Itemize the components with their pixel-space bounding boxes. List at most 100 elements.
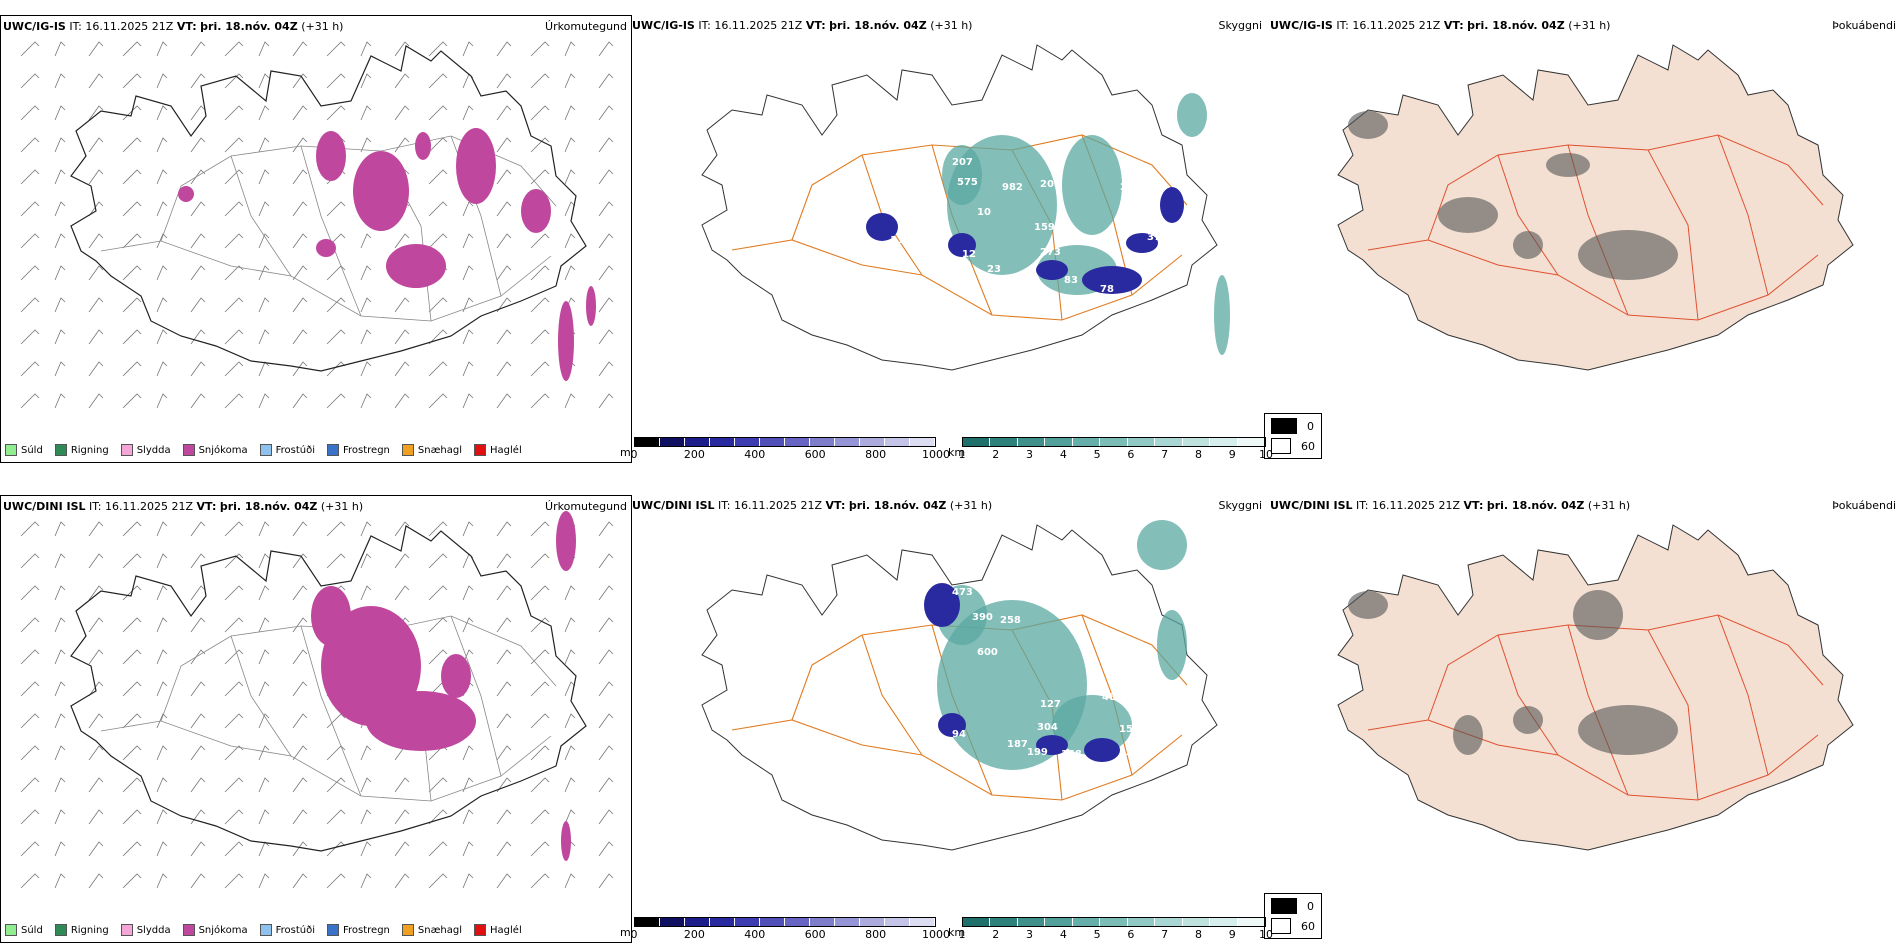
wind-barb	[326, 873, 346, 889]
wind-barb	[360, 745, 372, 761]
iceland-coastline	[701, 44, 1218, 371]
wind-barb	[428, 873, 448, 889]
wind-barb	[156, 297, 168, 313]
wind-barb	[88, 169, 104, 185]
road-line	[1647, 629, 1699, 801]
colorbar-tick: 1000	[922, 448, 950, 461]
wind-barb	[292, 329, 308, 345]
colorbar-step	[1100, 918, 1128, 926]
colorbar-step	[835, 918, 860, 926]
colorbar-step	[1072, 918, 1101, 926]
wind-barb	[20, 873, 40, 889]
road-line	[861, 154, 923, 276]
colorbar-step	[760, 918, 785, 926]
fog-map-bottom	[1337, 524, 1854, 851]
wind-barb	[156, 265, 168, 281]
colorbar-step	[785, 918, 810, 926]
wind-barb	[462, 265, 474, 281]
wind-barb	[428, 585, 448, 601]
wind-barb	[258, 553, 270, 569]
panel-header: UWC/IG-IS IT: 16.11.2025 21Z VT: þri. 18…	[1270, 19, 1610, 32]
wind-barb	[394, 777, 410, 793]
colorbar-tick: 800	[865, 448, 887, 461]
legend-label: Rigning	[70, 924, 109, 936]
wind-barb	[428, 553, 448, 569]
wind-barb	[156, 361, 168, 377]
colorbar-step	[1100, 438, 1128, 446]
wind-barb	[292, 713, 308, 729]
legend-swatch	[182, 924, 195, 936]
wind-barb	[122, 41, 142, 57]
wind-barb	[88, 809, 104, 825]
wind-barb	[598, 713, 614, 729]
wind-barb	[20, 393, 40, 409]
colorbar-tick: 6	[1127, 448, 1135, 461]
wind-barb	[530, 329, 550, 345]
colorbar-ticks: 1 2 3 4 5 6 7 8 9 10	[959, 927, 1274, 941]
road-line	[861, 634, 923, 756]
wind-barb	[190, 617, 206, 633]
wind-barb	[496, 41, 512, 57]
ceiling-label: 187	[1007, 739, 1028, 750]
wind-barb	[530, 393, 550, 409]
road-line	[1367, 239, 1819, 321]
colorbar-step	[1210, 438, 1238, 446]
wind-barb	[394, 41, 410, 57]
wind-barb	[292, 361, 308, 377]
wind-barb	[530, 521, 550, 537]
colorbar-step	[860, 438, 885, 446]
wind-barb	[598, 297, 614, 313]
wind-barb	[224, 41, 244, 57]
wind-barb	[564, 169, 576, 185]
wind-barb	[54, 265, 66, 281]
ceiling-label: 600	[977, 647, 998, 658]
colorbar-tick: 200	[683, 448, 705, 461]
vt-label: VT:	[176, 20, 197, 33]
fog-legend-bottom: 0 60	[1264, 893, 1322, 939]
wind-barb	[428, 393, 448, 409]
wind-barb	[394, 105, 410, 121]
wind-barb	[292, 265, 308, 281]
fog-map-top	[1337, 44, 1854, 371]
legend-item: Slydda	[120, 924, 171, 936]
wind-barb	[496, 553, 512, 569]
wind-barb	[20, 41, 40, 57]
wind-barb	[428, 809, 448, 825]
colorbar-tick: 8	[1194, 928, 1202, 941]
legend-label: Frostregn	[343, 444, 390, 456]
wind-barb	[88, 777, 104, 793]
vt-value: þri. 18.nóv. 04Z	[1486, 499, 1585, 512]
colorbar-step	[635, 918, 660, 926]
colorbar-ramp	[962, 437, 1266, 447]
vt-value: þri. 18.nóv. 04Z	[829, 19, 927, 32]
wind-barb	[496, 777, 512, 793]
wind-barb	[360, 329, 372, 345]
precip-map-bottom	[20, 511, 614, 889]
colorbar-step	[710, 438, 735, 446]
road-line	[1497, 154, 1559, 276]
colorbar-tick: 5	[1093, 928, 1101, 941]
legend-swatch	[182, 444, 195, 456]
ceiling-label: 94	[952, 729, 966, 740]
wind-barb	[224, 329, 244, 345]
wind-barb	[496, 233, 512, 249]
lead-time: (+31 h)	[949, 499, 993, 512]
it-label: IT:	[698, 19, 711, 32]
wind-barb	[88, 553, 104, 569]
wind-barb	[20, 745, 40, 761]
wind-barb	[462, 41, 474, 57]
wind-barb	[462, 841, 474, 857]
panel-title: Þokuábendi	[1832, 19, 1896, 32]
visibility-areas	[937, 520, 1187, 770]
wind-barb	[462, 809, 474, 825]
wind-barb	[530, 585, 550, 601]
ceiling-colorbar-bottom: m 0 200 400 600 800 1000	[620, 917, 950, 941]
ceiling-label: 156	[1119, 724, 1140, 735]
wind-barb	[156, 617, 168, 633]
wind-barb	[428, 361, 448, 377]
legend-item: Rigning	[54, 444, 109, 456]
wind-barb	[190, 713, 206, 729]
colorbar-step	[885, 438, 910, 446]
wind-barb	[428, 329, 448, 345]
